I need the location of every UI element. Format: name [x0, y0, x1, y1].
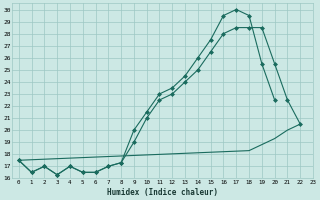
- X-axis label: Humidex (Indice chaleur): Humidex (Indice chaleur): [107, 188, 218, 197]
